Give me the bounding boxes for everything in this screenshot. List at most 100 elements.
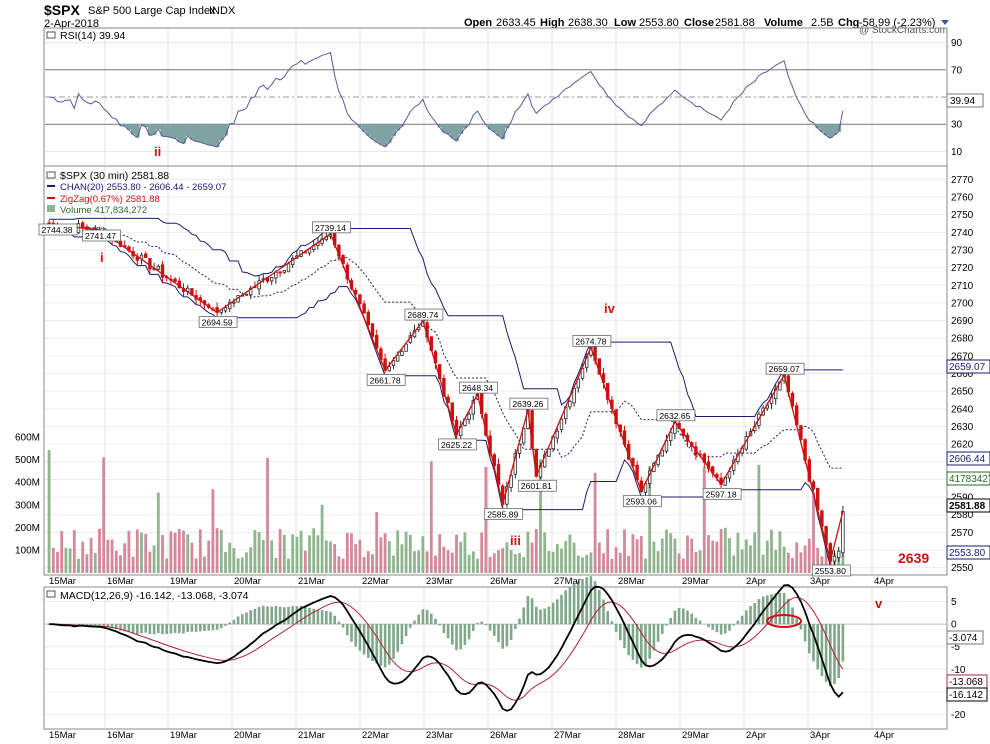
zigzag-line [49,223,844,562]
pivot-label-text: 2585.89 [487,509,518,519]
macd-histogram-bar [484,624,488,626]
macd-histogram-bar [182,624,185,634]
volume-bar [354,544,358,573]
macd-histogram-bar [530,598,534,625]
pivot-label-text: 2648.34 [462,383,493,393]
macd-histogram-bar [661,624,664,634]
macd-histogram-bar [476,622,479,625]
volume-bar [677,553,681,573]
pivot-label-text: 2741.47 [85,231,116,241]
macd-histogram-bar [467,624,471,640]
rsi-oversold-fill [454,124,459,141]
close-value: 2581.88 [715,17,755,29]
macd-histogram-bar [497,624,500,643]
rsi-oversold-fill [374,124,380,143]
macd-histogram-bar [312,608,315,625]
price-tick-label: 2770 [951,175,974,186]
macd-histogram-bar [186,624,189,632]
volume-bar [681,558,685,573]
ticker-symbol[interactable]: $SPX [44,2,80,18]
price-tick-label: 2590 [951,493,974,504]
chart-header: $SPX S&P 500 Large Cap Index INDX 2-Apr-… [44,2,949,36]
candle-body [248,287,253,296]
hist-tag-box [946,630,984,645]
macd-histogram-bar [577,581,580,625]
pivot-label-box [38,223,78,236]
volume-bar [803,545,807,573]
chart-date: 2-Apr-2018 [44,18,99,30]
volume-bar [505,542,509,573]
volume-bar [257,532,261,573]
mid-channel-tag: 2606.44 [949,454,986,465]
macd-histogram-bar [715,624,719,633]
volume-bar [547,551,551,573]
volume-bar [245,552,248,573]
volume-bar [602,553,605,573]
macd-histogram-bar [589,576,593,625]
rsi-oversold-fill [488,124,493,130]
volume-bar [576,555,580,573]
volume-bar [148,551,152,573]
volume-bar [329,541,332,573]
macd-histogram-bar [648,624,651,659]
x-tick-label: 19Mar [170,576,197,587]
macd-histogram-bar [136,624,139,635]
volume-bar [278,529,282,573]
macd-histogram-bar [102,624,105,627]
pivot-label-box [366,374,406,386]
macd-histogram-bar [434,618,437,625]
volume-legend-text: Volume 417,834,272 [60,205,147,216]
price-tick-label: 2730 [951,245,974,256]
rsi-oversold-fill [828,124,833,139]
macd-histogram-bar [518,618,521,625]
macd-tick-label: 5 [951,597,957,608]
pivot-label-box [404,308,444,321]
pivot-label: 2625.22 [438,438,477,451]
volume-bar [585,554,589,573]
hist-tag: -3.074 [949,633,978,644]
x-tick-label: 22Mar [362,730,389,741]
macd-histogram-bar [127,624,131,633]
volume-bar [261,540,265,573]
macd-histogram-bar [379,624,383,666]
macd-histogram-bar [194,624,198,632]
price-tick-label: 2670 [951,351,974,362]
volume-bar [551,551,555,573]
rsi-oversold-fill [152,124,157,135]
volume-bar [434,555,437,573]
macd-histogram-bar [623,624,626,648]
volume-bar [127,530,131,573]
macd-histogram-bar [144,624,147,633]
lower-channel-tag-box [946,545,990,560]
macd-histogram-bar [350,624,353,642]
price-tick-label: 2760 [951,193,974,204]
macd-histogram-bar [656,624,660,642]
macd-histogram-bar [131,624,135,634]
volume-bar [711,540,715,573]
volume-bar [736,532,740,573]
rsi-oversold-fill [210,124,216,146]
volume-value: 2.5B [811,17,834,29]
volume-bar [203,556,206,573]
pivot-label-box [82,229,121,242]
chevron-down-icon[interactable] [941,20,949,25]
rsi-oversold-fill [366,124,371,136]
chg-value: -58.99 (-2.23%) [859,17,935,29]
rsi-oversold-fill [168,124,174,138]
rsi-oversold-fill [836,124,842,132]
candle-body [467,413,471,420]
x-tick-label: 3Apr [810,576,830,587]
macd-histogram-bar [455,624,458,651]
rsi-oversold-fill [832,124,837,136]
x-tick-label: 16Mar [107,576,134,587]
high-value: 2638.30 [568,17,608,29]
volume-bar [774,550,778,573]
x-tick-label: 26Mar [490,576,517,587]
volume-bar [669,533,673,573]
volume-bar [228,542,232,573]
macd-histogram-bar [539,609,542,625]
volume-bar [190,542,194,573]
macd-histogram-bar [316,609,320,625]
pivot-label-text: 2625.22 [441,440,472,450]
